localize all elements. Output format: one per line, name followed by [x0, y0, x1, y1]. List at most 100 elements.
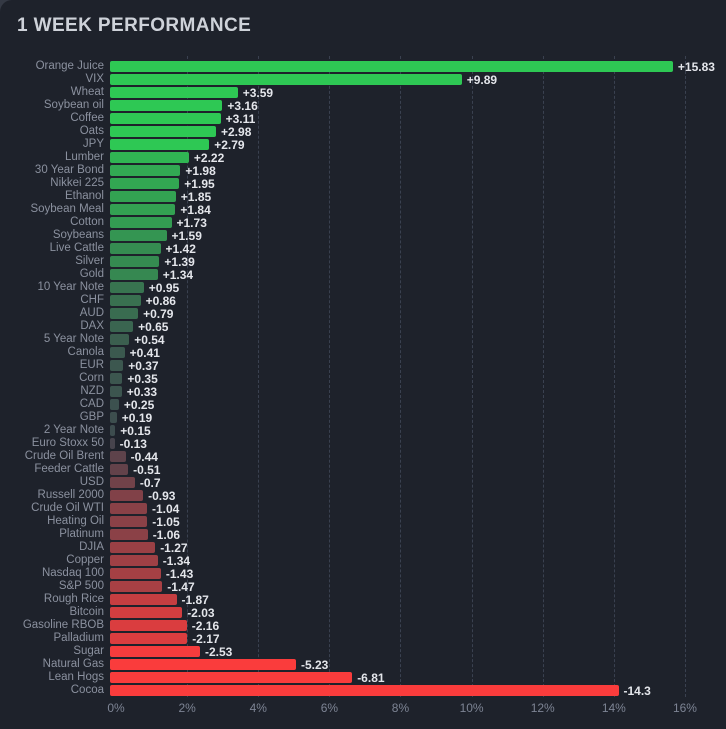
value-bar[interactable] [110, 295, 141, 306]
x-axis-tick-label: 0% [107, 701, 125, 715]
value-bar[interactable] [110, 113, 221, 124]
value-bar[interactable] [110, 503, 147, 514]
value-bar[interactable] [110, 659, 296, 670]
category-label: Orange Juice [35, 59, 104, 72]
value-bar[interactable] [110, 230, 167, 241]
bar-row: Nikkei 225 +1.95 [0, 177, 726, 190]
value-bar[interactable] [110, 594, 177, 605]
category-label: USD [79, 475, 104, 488]
bar-row: Nasdaq 100 -1.43 [0, 567, 726, 580]
value-bar[interactable] [110, 139, 210, 150]
value-bar[interactable] [110, 620, 187, 631]
value-bar[interactable] [110, 282, 144, 293]
value-label: +2.79 [214, 137, 245, 152]
value-label: -0.13 [119, 436, 147, 451]
bar-track: -2.16 [110, 619, 726, 632]
value-bar[interactable] [110, 412, 117, 423]
value-label: +0.37 [128, 358, 159, 373]
value-bar[interactable] [110, 126, 216, 137]
value-bar[interactable] [110, 425, 116, 436]
value-bar[interactable] [110, 516, 148, 527]
bar-row: Lumber +2.22 [0, 151, 726, 164]
category-label: 30 Year Bond [34, 163, 104, 176]
value-bar[interactable] [110, 308, 139, 319]
value-bar[interactable] [110, 399, 119, 410]
category-label: VIX [85, 72, 104, 85]
value-bar[interactable] [110, 373, 123, 384]
category-label: Ethanol [64, 189, 104, 202]
category-label: Russell 2000 [37, 488, 104, 501]
value-bar[interactable] [110, 243, 161, 254]
value-bar[interactable] [110, 256, 160, 267]
category-label: Oats [79, 124, 104, 137]
category-label: Gold [79, 267, 104, 280]
value-bar[interactable] [110, 74, 462, 85]
value-bar[interactable] [110, 607, 183, 618]
bar-row: Russell 2000 -0.93 [0, 489, 726, 502]
value-bar[interactable] [110, 360, 124, 371]
value-bar[interactable] [110, 581, 163, 592]
value-label: -5.23 [301, 657, 329, 672]
bar-track: +0.95 [110, 281, 726, 294]
category-label: Nikkei 225 [50, 176, 104, 189]
value-bar[interactable] [110, 438, 115, 449]
value-bar[interactable] [110, 672, 353, 683]
value-label: +1.39 [164, 254, 195, 269]
bar-row: Soybean Meal +1.84 [0, 203, 726, 216]
value-bar[interactable] [110, 61, 673, 72]
category-label: Platinum [59, 527, 104, 540]
category-label: Corn [79, 371, 104, 384]
bar-track: +0.41 [110, 346, 726, 359]
value-bar[interactable] [110, 633, 188, 644]
category-label: AUD [79, 306, 104, 319]
category-label: Rough Rice [43, 592, 104, 605]
value-bar[interactable] [110, 217, 172, 228]
value-label: -1.27 [160, 540, 188, 555]
bar-row: Ethanol +1.85 [0, 190, 726, 203]
bar-track: -2.53 [110, 645, 726, 658]
value-bar[interactable] [110, 386, 122, 397]
value-bar[interactable] [110, 100, 223, 111]
bar-row: Orange Juice +15.83 [0, 60, 726, 73]
category-label: Canola [67, 345, 104, 358]
value-label: +1.84 [180, 202, 211, 217]
bar-track: +0.65 [110, 320, 726, 333]
value-bar[interactable] [110, 529, 148, 540]
value-bar[interactable] [110, 334, 130, 345]
value-label: +1.85 [180, 189, 212, 204]
value-bar[interactable] [110, 542, 156, 553]
bar-row: Rough Rice -1.87 [0, 593, 726, 606]
value-label: +3.16 [227, 98, 258, 113]
value-bar[interactable] [110, 555, 158, 566]
category-label: 10 Year Note [37, 280, 104, 293]
value-bar[interactable] [110, 477, 135, 488]
value-bar[interactable] [110, 464, 129, 475]
value-bar[interactable] [110, 178, 180, 189]
value-bar[interactable] [110, 646, 200, 657]
value-bar[interactable] [110, 269, 158, 280]
bar-row: Soybean oil +3.16 [0, 99, 726, 112]
value-label: -6.81 [357, 670, 385, 685]
value-bar[interactable] [110, 165, 181, 176]
value-bar[interactable] [110, 490, 144, 501]
bar-row: Gold +1.34 [0, 268, 726, 281]
category-label: Lean Hogs [48, 670, 104, 683]
value-label: -0.93 [148, 488, 176, 503]
value-bar[interactable] [110, 204, 176, 215]
value-bar[interactable] [110, 685, 619, 696]
value-bar[interactable] [110, 568, 161, 579]
value-bar[interactable] [110, 451, 126, 462]
x-axis-tick-label: 8% [391, 701, 410, 715]
value-bar[interactable] [110, 152, 189, 163]
chart-rows: Orange Juice +15.83 VIX +9.89 Wheat +3.59 Soyb… [0, 60, 726, 697]
category-label: Bitcoin [69, 605, 104, 618]
category-label: Gasoline RBOB [22, 618, 104, 631]
bar-row: Crude Oil Brent -0.44 [0, 450, 726, 463]
x-axis-tick-label: 14% [601, 701, 626, 715]
value-bar[interactable] [110, 191, 176, 202]
bar-track: +3.11 [110, 112, 726, 125]
value-bar[interactable] [110, 347, 125, 358]
value-bar[interactable] [110, 321, 134, 332]
value-bar[interactable] [110, 87, 238, 98]
